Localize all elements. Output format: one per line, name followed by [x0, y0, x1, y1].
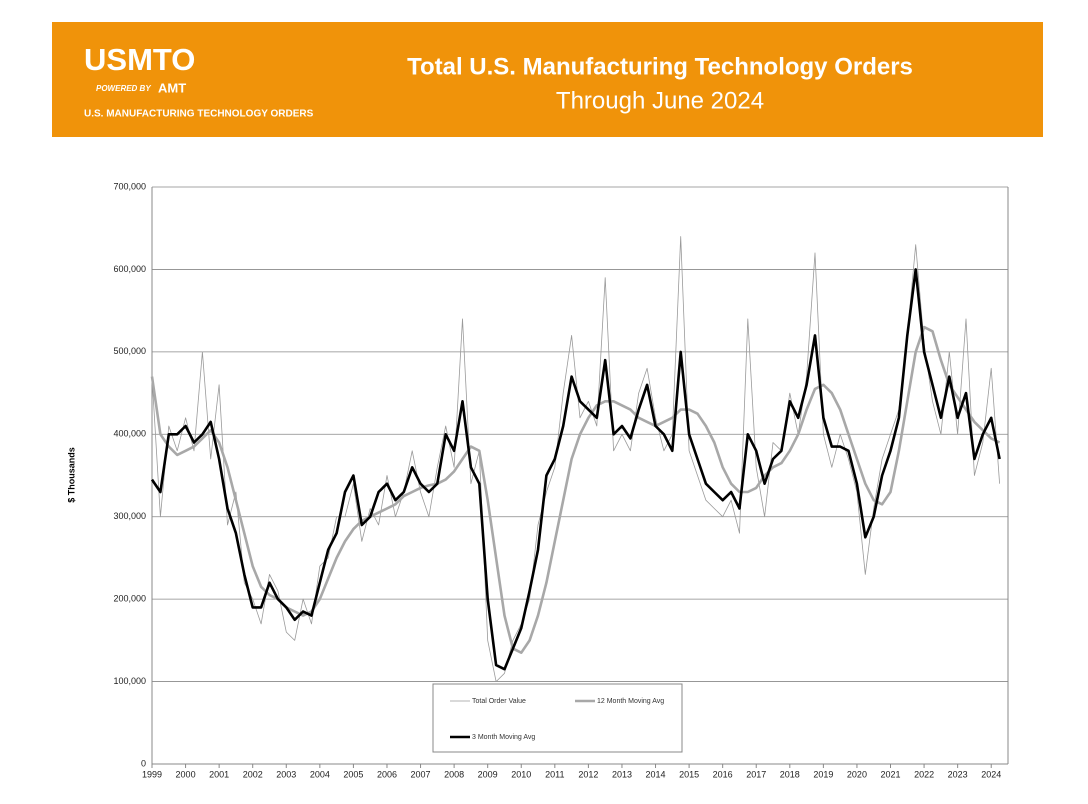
- chart-title: Total U.S. Manufacturing Technology Orde…: [407, 53, 913, 80]
- x-tick-label: 2018: [780, 769, 800, 779]
- x-tick-label: 2019: [813, 769, 833, 779]
- legend-label: Total Order Value: [472, 698, 526, 705]
- y-tick-label: 100,000: [113, 676, 146, 686]
- y-tick-label: 300,000: [113, 511, 146, 521]
- x-tick-label: 2010: [511, 769, 531, 779]
- x-tick-label: 2022: [914, 769, 934, 779]
- x-tick-label: 2006: [377, 769, 397, 779]
- x-tick-label: 2013: [612, 769, 632, 779]
- series-line: [150, 268, 1001, 671]
- legend-label: 3 Month Moving Avg: [472, 734, 535, 741]
- x-tick-label: 2023: [948, 769, 968, 779]
- x-tick-label: 2016: [713, 769, 733, 779]
- x-tick-label: 2017: [746, 769, 766, 779]
- series-line: [150, 325, 1001, 654]
- x-tick-label: 2001: [209, 769, 229, 779]
- banner: [52, 22, 1043, 137]
- x-tick-label: 2020: [847, 769, 867, 779]
- x-tick-label: 2008: [444, 769, 464, 779]
- legend-box: [432, 683, 683, 753]
- y-tick-label: 500,000: [113, 346, 146, 356]
- logo: USMTO: [84, 42, 195, 77]
- x-tick-label: 2014: [646, 769, 666, 779]
- y-tick-label: 0: [141, 758, 146, 768]
- x-tick-label: 2003: [276, 769, 296, 779]
- amt: AMT: [158, 80, 186, 95]
- x-tick-label: 2011: [545, 769, 564, 779]
- x-tick-label: 2012: [578, 769, 598, 779]
- x-tick-label: 2021: [880, 769, 900, 779]
- x-tick-label: 2024: [981, 769, 1001, 779]
- series-line: [151, 236, 1000, 682]
- chart-subtitle: Through June 2024: [556, 87, 764, 114]
- y-tick-label: 400,000: [113, 429, 146, 439]
- y-tick-label: 700,000: [113, 181, 146, 191]
- tagline: U.S. MANUFACTURING TECHNOLOGY ORDERS: [84, 109, 314, 120]
- x-tick-label: 2002: [243, 769, 263, 779]
- y-axis-label: $ Thousands: [66, 447, 76, 503]
- x-tick-label: 2009: [478, 769, 498, 779]
- y-tick-label: 200,000: [113, 594, 146, 604]
- x-tick-label: 1999: [142, 769, 162, 779]
- legend-label: 12 Month Moving Avg: [597, 698, 664, 705]
- x-tick-label: 2005: [343, 769, 363, 779]
- x-tick-label: 2015: [679, 769, 699, 779]
- x-tick-label: 2000: [176, 769, 196, 779]
- x-tick-label: 2004: [310, 769, 330, 779]
- powered-by: POWERED BY: [96, 84, 151, 93]
- x-tick-label: 2007: [411, 769, 431, 779]
- y-tick-label: 600,000: [113, 264, 146, 274]
